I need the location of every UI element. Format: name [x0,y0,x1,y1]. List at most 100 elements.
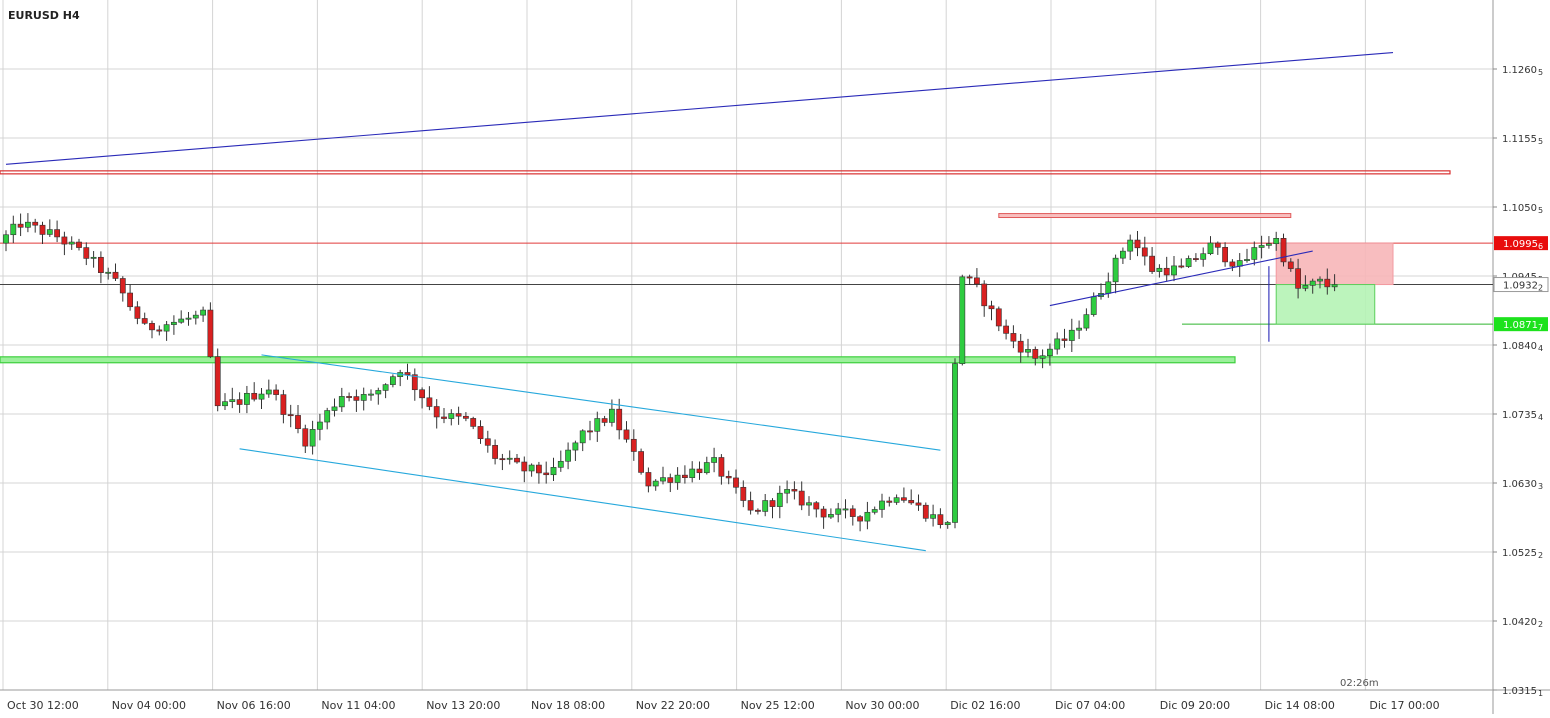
candle-bear [1003,325,1009,334]
candle-bear [1193,258,1199,260]
candle-bull [1025,349,1031,353]
price-tick-label: 1.1155 [1502,134,1537,145]
price-tag: 1.0871 7 [1494,317,1548,332]
candle-bull [1105,281,1112,294]
candle-bear [1178,265,1185,268]
candle-bull [258,393,265,400]
candle-bear [273,389,279,395]
candle-bull [1156,267,1163,272]
candle-bull [24,221,31,228]
time-tick-label: Dic 09 20:00 [1160,699,1230,712]
candle-bull [1266,243,1272,246]
time-tick-label: Nov 13 20:00 [426,699,500,712]
candle-bear [820,508,827,518]
candle-bull [324,410,331,423]
candle-bear [587,430,593,433]
candle-bear [725,475,732,479]
candle-bull [68,241,75,245]
price-tick-label: 1.0315 [1502,686,1537,697]
resistance-band [0,170,1451,175]
candle-bull [3,234,9,244]
price-tick-subdigit: 4 [1538,344,1543,353]
candle-bull [879,500,885,510]
candle-bull [806,502,812,506]
candle-bull [572,442,579,451]
candle-bull [762,500,769,512]
candle-bull [1039,355,1046,359]
candle-bear [455,413,462,417]
candle-bull [703,462,710,474]
candle-bull [389,376,396,385]
candle-bear [900,497,907,501]
candle-bear [754,509,761,512]
price-tag-label: 1.0995 [1503,239,1538,250]
candle-bear [1280,238,1287,263]
candle-bear [915,502,922,506]
candle-bull [1309,280,1316,286]
candle-bear [1061,338,1068,341]
price-tick-subdigit: 5 [1538,137,1543,146]
candle-bear [39,224,46,235]
channel-lower-line [239,448,926,552]
channel-upper-line [261,354,941,451]
candle-bull [864,511,871,522]
candle-bear [1324,278,1331,288]
candle-bull [265,389,272,395]
candle-bear [733,477,739,488]
candle-bear [1287,261,1294,269]
candle-bear [411,374,418,391]
candle-bull [594,418,601,432]
time-tick-label: Nov 11 04:00 [321,699,395,712]
candle-bear [966,276,973,279]
candle-bull [229,399,236,402]
candle-bear [667,477,674,483]
candle-bull [565,449,571,462]
candle-bull [10,223,17,236]
candle-bull [222,401,228,407]
candle-bull [579,430,586,444]
candle-bear [112,271,119,279]
candle-bull [90,256,97,259]
candle-bull [842,508,849,511]
candle-bull [1068,329,1075,341]
candle-bull [1251,247,1258,260]
candle-bear [492,445,498,459]
candle-bull [1273,238,1280,245]
candle-bear [718,457,725,477]
candle-bear [1141,247,1148,257]
candle-bull [1076,327,1082,331]
price-tick-subdigit: 1 [1538,689,1543,698]
time-tick-label: Nov 30 00:00 [845,699,919,712]
candle-bull [711,457,717,463]
candle-bull [959,276,966,364]
candle-bear [616,408,623,431]
candle-bull [1047,348,1053,357]
candle-bear [849,508,856,517]
candle-bull [1054,338,1061,350]
candle-bull [608,408,615,423]
price-tick-label: 1.0630 [1502,479,1537,490]
candle-bull [944,522,951,525]
candle-bear [1229,261,1236,267]
time-tick-label: Dic 17 00:00 [1369,699,1439,712]
candle-bear [521,461,528,472]
time-axis: Oct 30 12:00 Nov 04 00:00 Nov 06 16:00 Nov … [7,699,1440,712]
candle-bull [893,497,900,503]
candle-bull [528,464,535,472]
candle-bear [141,318,148,324]
candle-timer: 02:26m [1340,678,1379,689]
candle-bear [353,396,360,401]
candle-bull [244,392,250,405]
price-axis: 1.126051.115551.105051.094551.084041.073… [1493,65,1549,698]
time-tick-label: Dic 14 08:00 [1265,699,1335,712]
candle-bear [791,489,798,492]
candle-bear [295,415,301,429]
candle-bull [550,467,557,476]
candle-bear [134,306,141,319]
candle-bear [32,221,39,226]
time-tick-label: Nov 18 08:00 [531,699,605,712]
price-tick-subdigit: 4 [1538,413,1543,422]
candle-bull [1317,278,1323,282]
